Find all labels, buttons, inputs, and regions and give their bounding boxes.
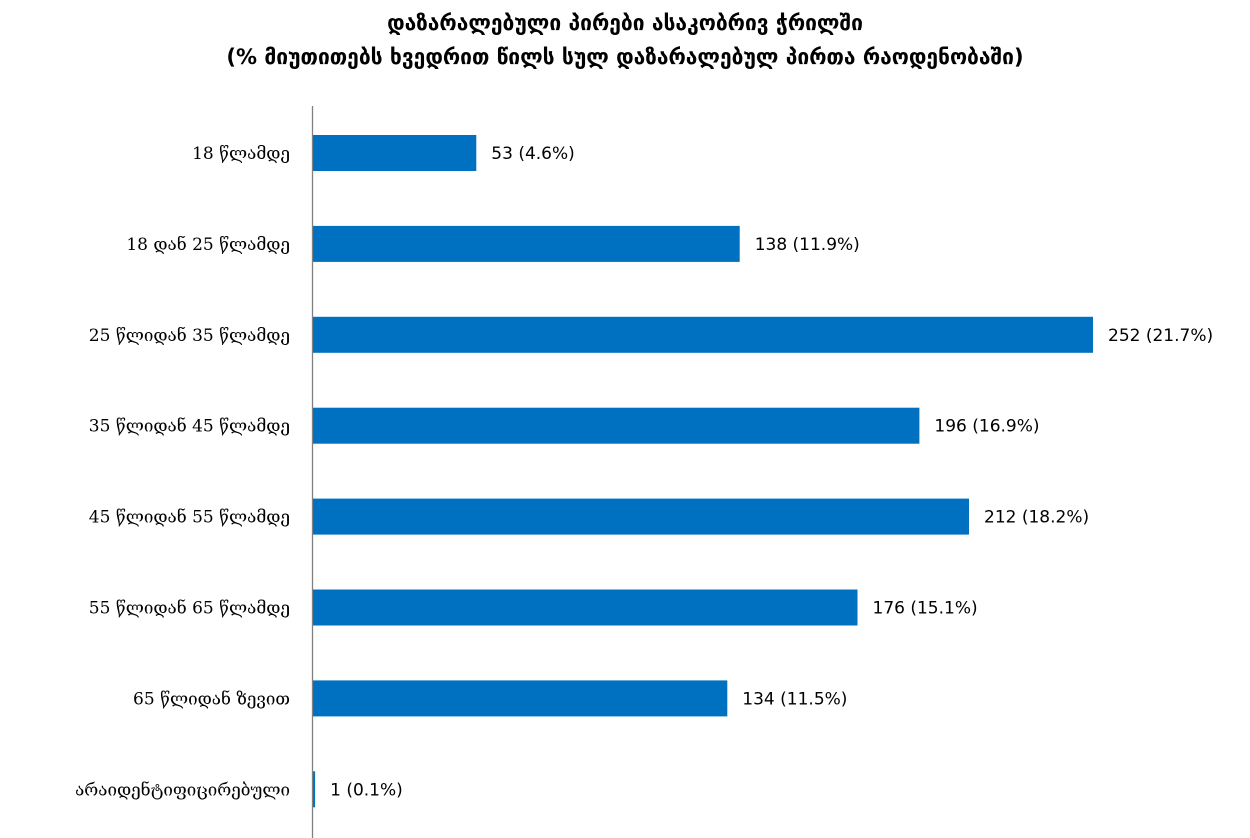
category-label-8: არაიდენტიფიცირებული (75, 780, 290, 800)
bar-6 (312, 589, 858, 626)
bar-8 (312, 771, 316, 808)
data-label-6: 176 (15.1%) (873, 599, 978, 619)
bar-5 (312, 498, 969, 535)
category-label-3: 25 წლიდან 35 წლამდე (89, 326, 290, 346)
data-label-8: 1 (0.1%) (330, 780, 403, 800)
bar-7 (312, 680, 728, 717)
data-label-2: 138 (11.9%) (755, 235, 860, 255)
data-label-1: 53 (4.6%) (491, 144, 575, 164)
chart-title-line-1: დაზარალებული პირები ასაკობრივ ჭრილში (387, 11, 863, 35)
category-label-6: 55 წლიდან 65 წლამდე (89, 599, 290, 619)
category-label-2: 18 დან 25 წლამდე (126, 235, 290, 255)
category-label-4: 35 წლიდან 45 წლამდე (89, 417, 290, 437)
bar-1 (312, 135, 477, 171)
chart-title: დაზარალებული პირები ასაკობრივ ჭრილში (% … (0, 6, 1250, 74)
bar-4 (312, 407, 920, 444)
category-label-1: 18 წლამდე (192, 144, 290, 164)
bar-3 (312, 316, 1093, 353)
category-label-7: 65 წლიდან ზევით (133, 689, 290, 709)
data-label-7: 134 (11.5%) (742, 689, 847, 709)
data-label-4: 196 (16.9%) (934, 417, 1039, 437)
data-label-3: 252 (21.7%) (1108, 326, 1213, 346)
bar-2 (312, 225, 740, 262)
category-label-5: 45 წლიდან 55 წლამდე (89, 508, 290, 528)
chart-title-line-2: (% მიუთითებს ხვედრით წილს სულ დაზარალებუ… (226, 45, 1024, 69)
data-label-5: 212 (18.2%) (984, 508, 1089, 528)
